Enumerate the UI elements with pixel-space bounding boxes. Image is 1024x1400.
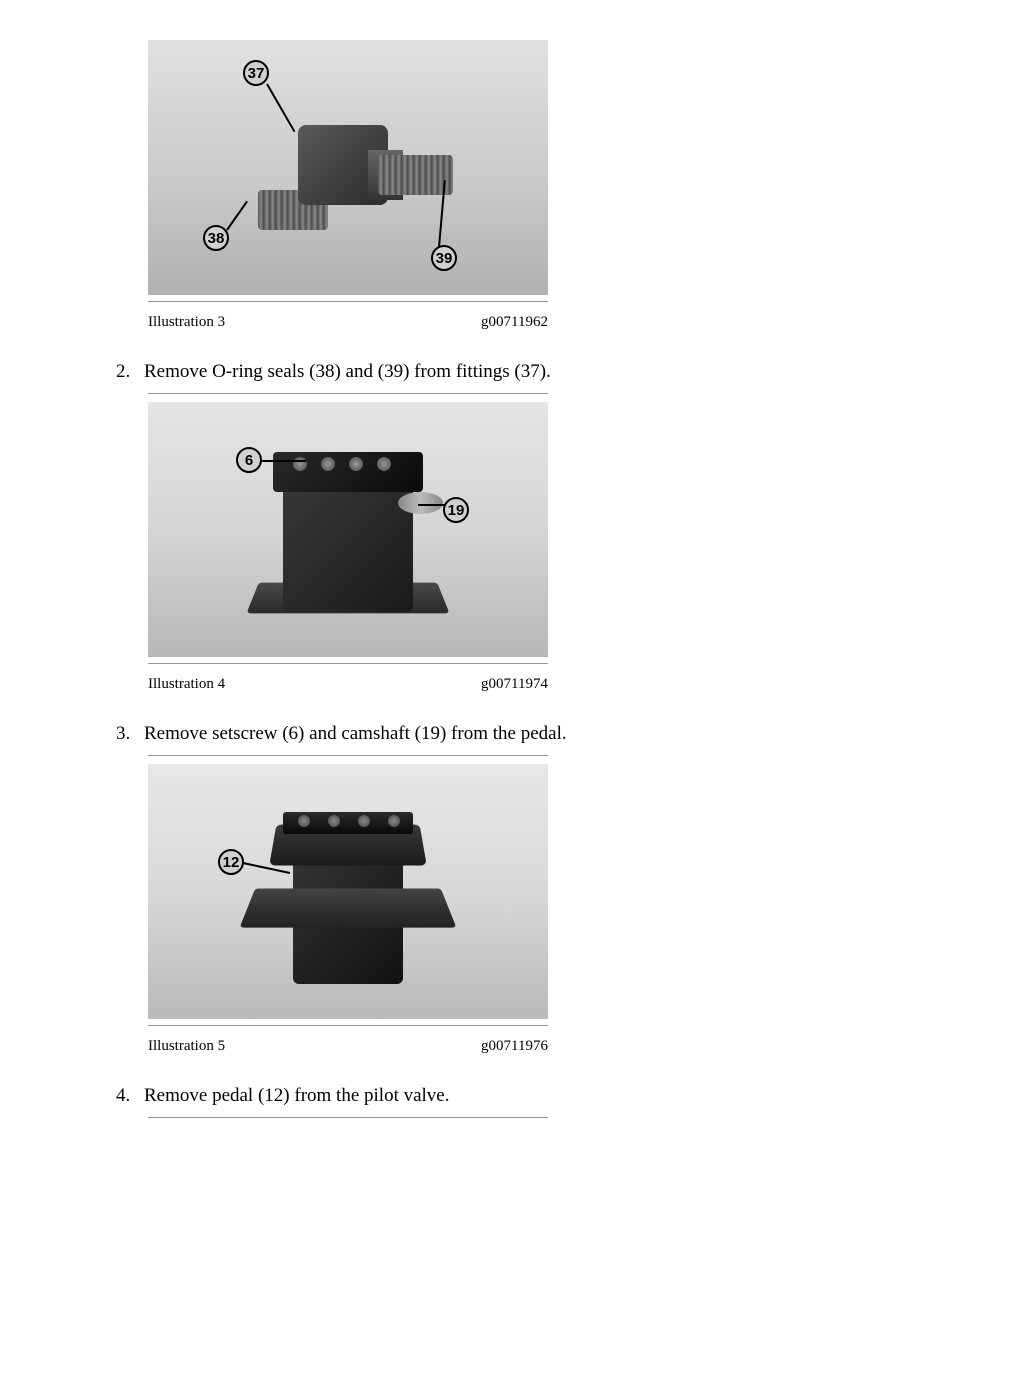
screw-icon (377, 457, 391, 471)
figure-5: 12 Illustration 5 g00711976 (148, 764, 548, 1055)
dot-icon (358, 815, 370, 827)
figure-4-code: g00711974 (481, 676, 548, 693)
pedal-dots (298, 815, 400, 827)
valve-screws (293, 457, 403, 477)
illustration-5-section: 12 Illustration 5 g00711976 (100, 764, 924, 1055)
figure-4-image: 6 19 (148, 402, 548, 657)
step-4: 4. Remove pedal (12) from the pilot valv… (116, 1085, 924, 1107)
dot-icon (388, 815, 400, 827)
callout-6-line (261, 460, 306, 462)
figure-5-caption: Illustration 5 g00711976 (148, 1038, 548, 1055)
illustration-3-section: 37 38 39 Illustration 3 g00711962 (100, 40, 924, 331)
fitting-right-thread (378, 155, 453, 195)
figure-3-image: 37 38 39 (148, 40, 548, 295)
step-4-text: Remove pedal (12) from the pilot valve. (144, 1085, 924, 1107)
callout-19: 19 (443, 497, 469, 523)
camshaft (398, 492, 443, 514)
figure-4-divider (148, 663, 548, 664)
pedal-plate (240, 888, 457, 927)
figure-3-caption: Illustration 3 g00711962 (148, 314, 548, 331)
step-4-divider (148, 1117, 548, 1118)
figure-3-label: Illustration 3 (148, 314, 225, 331)
step-4-number: 4. (116, 1085, 144, 1107)
figure-3: 37 38 39 Illustration 3 g00711962 (148, 40, 548, 331)
step-2: 2. Remove O-ring seals (38) and (39) fro… (116, 361, 924, 383)
figure-3-divider (148, 301, 548, 302)
dot-icon (298, 815, 310, 827)
callout-6: 6 (236, 447, 262, 473)
figure-4-caption: Illustration 4 g00711974 (148, 676, 548, 693)
callout-12: 12 (218, 849, 244, 875)
figure-4-label: Illustration 4 (148, 676, 225, 693)
illustration-4-section: 6 19 Illustration 4 g00711974 (100, 402, 924, 693)
step-3-number: 3. (116, 723, 144, 745)
step-3: 3. Remove setscrew (6) and camshaft (19)… (116, 723, 924, 745)
callout-39: 39 (431, 245, 457, 271)
figure-5-divider (148, 1025, 548, 1026)
step-2-text: Remove O-ring seals (38) and (39) from f… (144, 361, 924, 383)
figure-3-code: g00711962 (481, 314, 548, 331)
step-2-divider (148, 393, 548, 394)
screw-icon (349, 457, 363, 471)
step-3-divider (148, 755, 548, 756)
dot-icon (328, 815, 340, 827)
figure-5-label: Illustration 5 (148, 1038, 225, 1055)
step-2-number: 2. (116, 361, 144, 383)
screw-icon (321, 457, 335, 471)
figure-5-image: 12 (148, 764, 548, 1019)
step-3-text: Remove setscrew (6) and camshaft (19) fr… (144, 723, 924, 745)
figure-5-code: g00711976 (481, 1038, 548, 1055)
callout-19-line (418, 504, 446, 506)
callout-37: 37 (243, 60, 269, 86)
figure-4: 6 19 Illustration 4 g00711974 (148, 402, 548, 693)
